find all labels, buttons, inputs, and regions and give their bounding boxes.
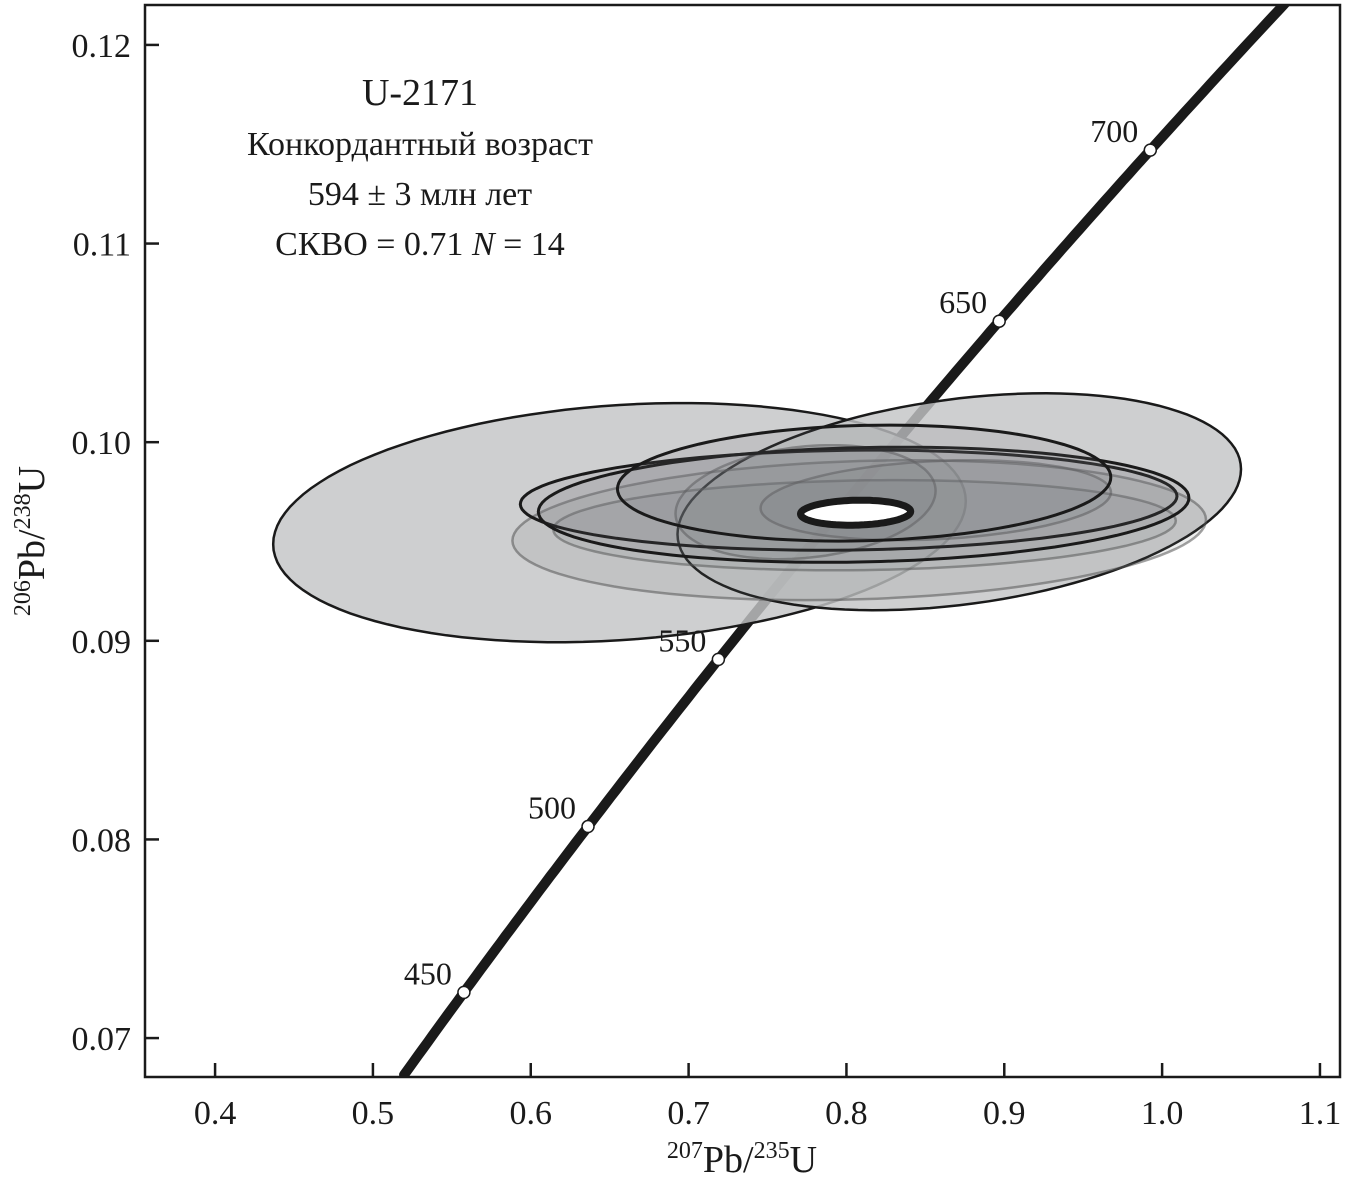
y-tick-label: 0.09 — [72, 624, 132, 661]
y-tick-label: 0.10 — [72, 425, 132, 462]
n-symbol: N — [471, 226, 497, 263]
x-axis: 0.4 0.5 0.6 0.7 0.8 0.9 1.0 1.1 — [194, 1063, 1341, 1132]
age-marker-650 — [992, 314, 1006, 328]
error-ellipse-analysis-4 — [511, 459, 1208, 602]
y-tick-label: 0.12 — [72, 28, 132, 65]
x-tick-label: 0.5 — [352, 1095, 395, 1132]
age-label-500: 500 — [528, 790, 576, 826]
x-axis-title: 207Pb/235U — [667, 1138, 817, 1181]
sample-id: U-2171 — [362, 72, 478, 114]
n-value: = 14 — [495, 226, 565, 263]
y-tick-label: 0.08 — [72, 822, 132, 859]
plot-marks: 450 500 550 650 700 — [271, 5, 1291, 1077]
x-title-base: Pb/ — [703, 1139, 754, 1181]
x-title-tail: U — [790, 1139, 817, 1181]
age-label-650: 650 — [939, 284, 987, 320]
mswd-text: СКВО = 0.71 — [275, 226, 472, 263]
x-tick-label: 0.7 — [667, 1095, 710, 1132]
y-title-tail: U — [11, 466, 53, 493]
age-value: 594 ± 3 млн лет — [308, 176, 532, 213]
x-title-sup1: 207 — [667, 1138, 703, 1164]
x-tick-label: 1.0 — [1141, 1095, 1184, 1132]
concordia-age-ellipse — [796, 496, 915, 529]
x-tick-label: 0.4 — [194, 1095, 237, 1132]
y-tick-label: 0.07 — [72, 1021, 132, 1058]
age-label-700: 700 — [1090, 113, 1138, 149]
y-axis: 0.07 0.08 0.09 0.10 0.11 0.12 — [72, 28, 159, 1058]
plot-area: 450 500 550 650 700 — [271, 5, 1291, 1077]
error-ellipse-analysis-9 — [615, 423, 1113, 543]
y-title-sup2: 238 — [10, 493, 36, 529]
x-tick-label: 1.1 — [1299, 1095, 1342, 1132]
x-tick-label: 0.9 — [983, 1095, 1026, 1132]
age-marker-500 — [581, 819, 595, 834]
concordant-age-label: Конкордантный возраст — [247, 126, 593, 163]
x-title-sup2: 235 — [754, 1138, 790, 1164]
age-label-550: 550 — [658, 622, 706, 658]
annotation-block: U-2171 Конкордантный возраст 594 ± 3 млн… — [247, 72, 593, 263]
x-tick-label: 0.8 — [825, 1095, 868, 1132]
y-tick-label: 0.11 — [73, 227, 131, 264]
age-label-450: 450 — [404, 955, 452, 991]
age-marker-700 — [1143, 143, 1158, 157]
age-marker-450 — [457, 985, 471, 1000]
y-title-base: Pb/ — [11, 529, 53, 580]
x-tick-label: 0.6 — [510, 1095, 553, 1132]
mswd-n: СКВО = 0.71 N = 14 — [275, 226, 565, 263]
age-marker-550 — [711, 652, 726, 667]
y-axis-title: 206Pb/238U — [10, 466, 53, 616]
plot-frame — [143, 3, 1342, 1079]
y-title-sup1: 206 — [10, 580, 36, 616]
